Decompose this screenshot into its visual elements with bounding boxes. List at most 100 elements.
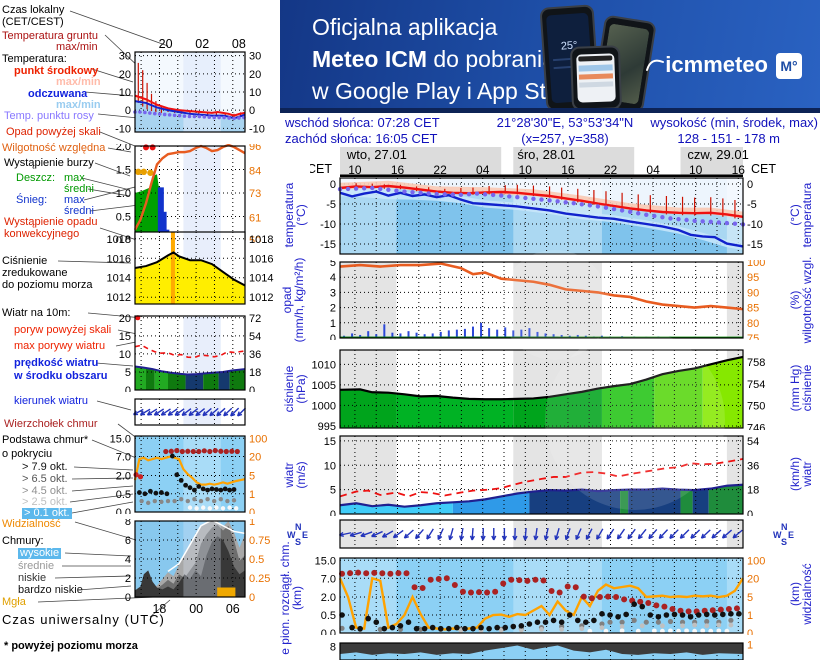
legend-snow-mean: średni: [64, 205, 94, 217]
svg-text:5: 5: [747, 592, 753, 604]
legend-convective-1: Wystąpienie opadu: [4, 216, 98, 228]
svg-text:-10: -10: [115, 123, 131, 134]
svg-text:1: 1: [249, 519, 255, 528]
legend-fog: Mgła: [2, 596, 26, 608]
svg-text:1005: 1005: [312, 380, 336, 392]
legend-snow-max: max: [64, 194, 85, 206]
svg-text:-10: -10: [249, 123, 265, 134]
svg-text:754: 754: [747, 379, 765, 391]
svg-text:100: 100: [747, 260, 765, 269]
legend-thunderstorm: Wystąpienie burzy: [4, 157, 94, 169]
svg-text:0: 0: [330, 333, 336, 340]
banner-line-2-rest: do pobrania: [427, 46, 555, 72]
legend-cloud-base-1: Podstawa chmur*: [2, 434, 89, 446]
svg-text:0.5: 0.5: [116, 489, 131, 501]
svg-text:1018: 1018: [107, 234, 131, 246]
svg-text:30: 30: [249, 51, 261, 63]
axis-label-pressure-left: ciśnienie (hPa): [282, 365, 308, 413]
legend-okta-45: > 4.5 okt.: [22, 485, 68, 497]
svg-text:750: 750: [747, 401, 765, 413]
svg-text:02: 02: [195, 37, 209, 51]
svg-text:0: 0: [125, 385, 131, 392]
svg-text:0: 0: [747, 509, 753, 516]
svg-text:śro, 28.01: śro, 28.01: [517, 147, 575, 162]
svg-text:5: 5: [330, 260, 336, 269]
svg-text:18: 18: [152, 602, 166, 615]
svg-text:61: 61: [249, 213, 261, 225]
svg-text:czw, 29.01: czw, 29.01: [687, 147, 748, 162]
svg-text:CET: CET: [310, 162, 332, 176]
legend-ground-temp-maxmin: max/min: [56, 41, 98, 53]
svg-text:0.25: 0.25: [249, 573, 270, 585]
coordinates: 21°28'30"E, 53°53'34"N: [496, 115, 634, 130]
svg-text:-5: -5: [326, 199, 336, 211]
main-cloud-chart: 15.0 7.0 2.0 0.5 0.0 100 20 5 1 0: [315, 556, 766, 635]
svg-text:10: 10: [689, 163, 703, 177]
grid-xy: (x=257, y=358): [521, 131, 609, 146]
mini-wind-direction-row: [133, 398, 246, 426]
svg-text:5: 5: [249, 471, 255, 483]
legend-gust-above-scale: poryw powyżej skali: [14, 324, 112, 336]
svg-text:-15: -15: [747, 239, 763, 251]
svg-text:15: 15: [119, 331, 131, 343]
legend-okta-65: > 6.5 okt.: [22, 473, 68, 485]
legend-dew-point: Temp. punktu rosy: [4, 110, 94, 122]
svg-text:20: 20: [159, 37, 173, 51]
legend-temperature-header: Temperatura:: [2, 53, 67, 65]
svg-text:16: 16: [732, 163, 746, 177]
svg-text:10: 10: [519, 163, 533, 177]
mini-cloud-chart: 15.0 7.0 2.0 0.5 0.0 100 20 5 1 0: [110, 434, 268, 514]
svg-text:0: 0: [125, 105, 131, 117]
legend-rain-max: max: [64, 172, 85, 184]
svg-text:80: 80: [747, 318, 759, 330]
app-promo-banner[interactable]: Oficjalna aplikacja Meteo ICM do pobrani…: [280, 0, 820, 114]
legend-snow: Śnieg:: [16, 194, 48, 206]
svg-text:20: 20: [747, 573, 759, 585]
logo-swoosh-icon: [646, 59, 665, 71]
svg-text:0: 0: [249, 507, 255, 514]
svg-text:0.0: 0.0: [321, 628, 336, 635]
axis-label-visibility-right: (km) widzialność: [788, 563, 814, 625]
logo-badge: M°: [776, 53, 802, 80]
icmmeteo-logo: icmmeteo M°: [645, 52, 802, 80]
svg-text:22: 22: [433, 163, 447, 177]
sunset-info: zachód słońca: 16:05 CET: [285, 131, 438, 146]
legend-wind-speed-1: prędkość wiatru: [14, 357, 99, 369]
mini-temperature-chart: 30 20 10 0 -10 30 20 10 0 -10 20 02 08: [115, 37, 265, 134]
svg-text:-10: -10: [320, 219, 336, 231]
svg-text:1016: 1016: [107, 253, 131, 265]
legend-max-gusts: max porywy wiatru: [14, 340, 106, 352]
svg-text:0: 0: [747, 628, 753, 635]
svg-text:0.0: 0.0: [116, 235, 131, 242]
mini-wind-chart: 20 15 10 5 0 72 54 36 18 0: [119, 314, 262, 392]
svg-text:20: 20: [249, 69, 261, 81]
legend-clouds-low: niskie: [18, 572, 47, 584]
svg-text:95: 95: [747, 272, 759, 284]
svg-text:2.0: 2.0: [116, 471, 131, 483]
svg-text:-15: -15: [320, 239, 336, 251]
svg-text:0.75: 0.75: [249, 535, 270, 547]
svg-text:90: 90: [747, 287, 759, 299]
phone-mockup-front: [569, 45, 623, 111]
legend-okta-01: > 0.1 okt.: [22, 507, 72, 519]
legend-ground-temp: Temperatura gruntu: [2, 30, 98, 42]
axis-label-humidity-right: (%) wilgotność wzgl.: [788, 256, 814, 344]
svg-text:5: 5: [125, 367, 131, 379]
legend-rain: Deszcz:: [16, 172, 56, 184]
svg-text:06: 06: [226, 602, 240, 615]
footnote-above-sea-level: * powyżej poziomu morza: [4, 640, 138, 652]
utc-time-label: Czas uniwersalny (UTC): [2, 612, 165, 627]
legend-pressure-3: do poziomu morza: [2, 279, 93, 291]
svg-text:758: 758: [747, 357, 765, 369]
main-pressure-chart: 1010 1005 1000 995 758 754 750 746: [312, 349, 765, 430]
mini-precipitation-chart: 2.0 1.5 1.0 0.5 0.0 96 84 73 61 50: [116, 144, 261, 242]
axis-label-wind-right: (km/h) wiatr: [788, 457, 814, 491]
svg-text:1: 1: [330, 318, 336, 330]
svg-text:0: 0: [747, 179, 753, 191]
mini-visibility-chart: 8 6 4 2 0 1 0.75 0.5 0.25 0 18 00 06: [125, 519, 271, 615]
svg-text:100: 100: [747, 556, 765, 567]
svg-text:20: 20: [119, 314, 131, 325]
